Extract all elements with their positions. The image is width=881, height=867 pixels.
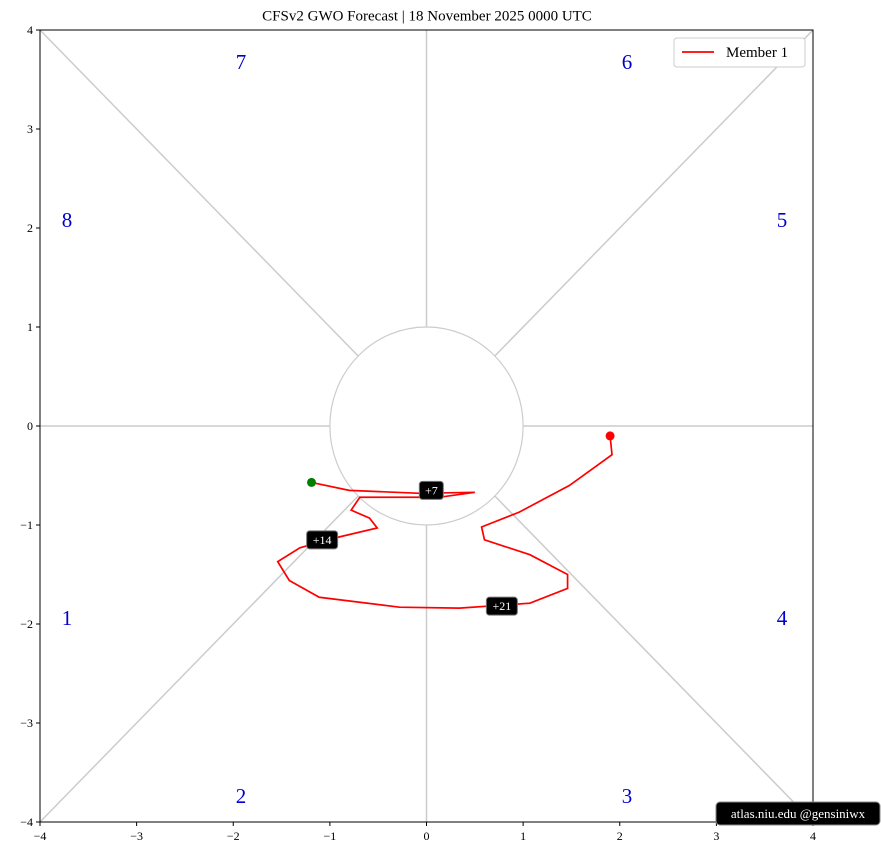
x-tick-label: −4: [34, 829, 47, 843]
y-tick-label: 4: [27, 23, 33, 37]
y-tick-label: −4: [20, 815, 33, 829]
phase-label: 6: [622, 50, 633, 74]
y-tick-label: 2: [27, 221, 33, 235]
x-tick-label: −2: [227, 829, 240, 843]
end-point: [605, 431, 615, 441]
legend-label: Member 1: [726, 45, 788, 61]
unit-circle: [329, 326, 524, 526]
phase-label: 2: [236, 784, 247, 808]
x-tick-label: −3: [130, 829, 143, 843]
credit-text: atlas.niu.edu @gensiniwx: [731, 806, 866, 821]
start-point: [307, 477, 317, 487]
x-tick-label: 4: [810, 829, 816, 843]
y-tick-label: 3: [27, 122, 33, 136]
credit-box: [715, 801, 881, 826]
annotation-box: [485, 596, 518, 616]
legend-box: [673, 37, 806, 68]
guide-line: [494, 29, 814, 357]
x-tick-label: 1: [520, 829, 526, 843]
x-tick-label: −1: [323, 829, 336, 843]
y-tick-label: 1: [27, 320, 33, 334]
guide-line: [39, 29, 359, 357]
day-annotation: +7: [418, 480, 444, 500]
legend: Member 1: [673, 37, 806, 68]
annotation-text: +21: [492, 599, 511, 613]
annotation-box: [418, 480, 444, 500]
phase-label: 5: [777, 208, 788, 232]
x-tick-label: 2: [617, 829, 623, 843]
guide-line: [494, 495, 814, 823]
annotation-text: +7: [425, 483, 438, 497]
y-tick-label: −3: [20, 716, 33, 730]
x-tick-label: 0: [424, 829, 430, 843]
phase-label: 4: [777, 606, 788, 630]
x-tick-label: 3: [713, 829, 719, 843]
guide-line: [39, 495, 359, 823]
y-tick-label: 0: [27, 419, 33, 433]
phase-label: 3: [622, 784, 633, 808]
annotation-box: [306, 530, 339, 550]
phase-label: 1: [62, 606, 73, 630]
phase-label: 8: [62, 208, 73, 232]
chart-title: CFSv2 GWO Forecast | 18 November 2025 00…: [262, 8, 592, 24]
day-annotation: +21: [485, 596, 518, 616]
trajectory-line: [276, 435, 613, 610]
phase-label: 7: [236, 50, 247, 74]
annotation-text: +14: [313, 533, 332, 547]
y-tick-label: −2: [20, 617, 33, 631]
day-annotation: +14: [306, 530, 339, 550]
y-tick-label: −1: [20, 518, 33, 532]
